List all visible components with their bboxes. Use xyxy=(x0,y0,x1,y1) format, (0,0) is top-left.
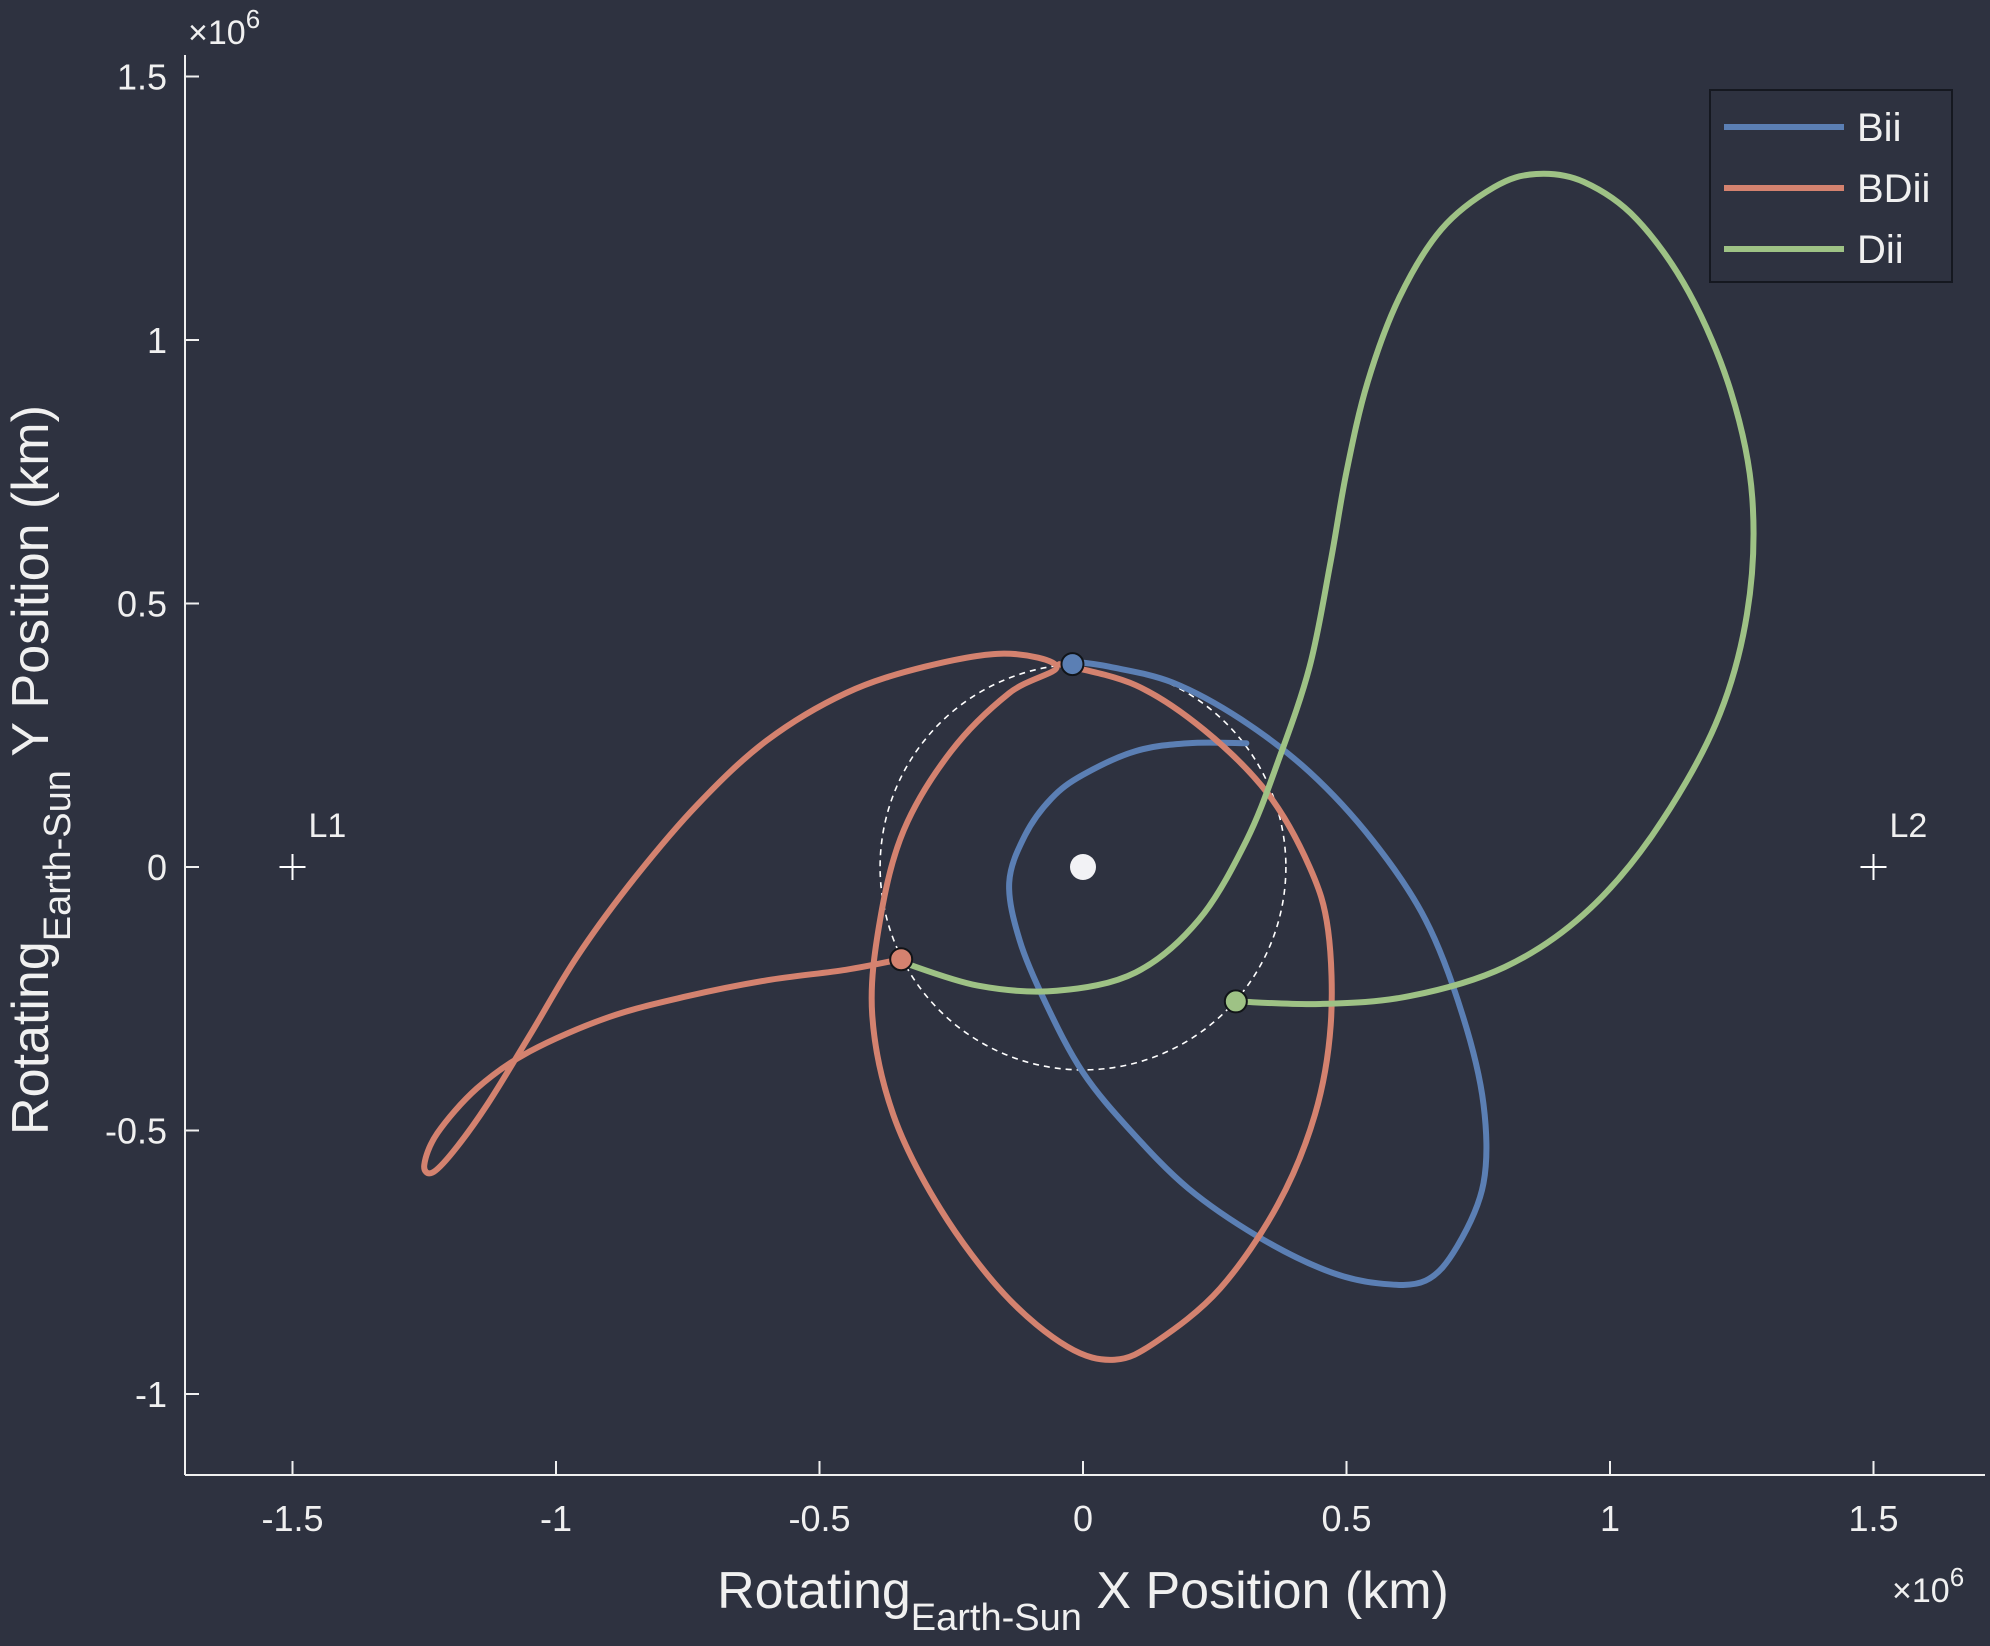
legend-label-dii: Dii xyxy=(1857,228,1904,272)
series-line-bdii xyxy=(421,650,1335,1363)
x-tick-label: 0 xyxy=(1073,1498,1093,1539)
x-tick-label: -0.5 xyxy=(788,1498,850,1539)
marker-layer xyxy=(889,652,1248,1014)
y-tick-label: -1 xyxy=(135,1374,167,1415)
marker-dii xyxy=(1223,989,1248,1014)
legend-label-bii: Bii xyxy=(1857,106,1901,150)
x-tick-label: 0.5 xyxy=(1321,1498,1371,1539)
legend: Bii BDii Dii xyxy=(1709,89,1953,283)
series-layer xyxy=(421,170,1757,1363)
y-multiplier: ×106 xyxy=(188,4,260,52)
y-tick-label: 1 xyxy=(147,320,167,361)
marker-bdii xyxy=(889,947,914,972)
marker-bii xyxy=(1060,652,1085,677)
x-axis-title: RotatingEarth-Sun X Position (km) xyxy=(717,1562,1449,1639)
x-multiplier: ×106 xyxy=(1892,1562,1964,1610)
label-layer: L1 L2 xyxy=(279,807,1928,880)
x-tick-label: 1 xyxy=(1600,1498,1620,1539)
x-tick-label: 1.5 xyxy=(1848,1498,1898,1539)
series-line-bii xyxy=(1006,658,1490,1288)
reference-circle xyxy=(879,663,1287,1071)
y-tick-label: -0.5 xyxy=(105,1111,167,1152)
y-tick-label: 0.5 xyxy=(117,584,167,625)
y-tick-label: 0 xyxy=(147,847,167,888)
axes-layer: -1.5 -1 -0.5 0 0.5 1 1.5 -1 -0.5 0 0.5 1 1.5 ×106 ×106… xyxy=(2,4,1985,1639)
y-tick-label: 1.5 xyxy=(117,57,167,98)
lagrange-label-l2: L2 xyxy=(1890,807,1928,845)
x-tick-label: -1 xyxy=(540,1498,572,1539)
legend-label-bdii: BDii xyxy=(1857,167,1930,211)
series-line-dii xyxy=(898,170,1757,1008)
y-axis-title: RotatingEarth-Sun Y Position (km) xyxy=(2,405,79,1135)
reference-layer xyxy=(879,663,1287,1071)
x-tick-label: -1.5 xyxy=(261,1498,323,1539)
lagrange-label-l1: L1 xyxy=(309,807,347,845)
central-body-point xyxy=(1070,854,1096,880)
